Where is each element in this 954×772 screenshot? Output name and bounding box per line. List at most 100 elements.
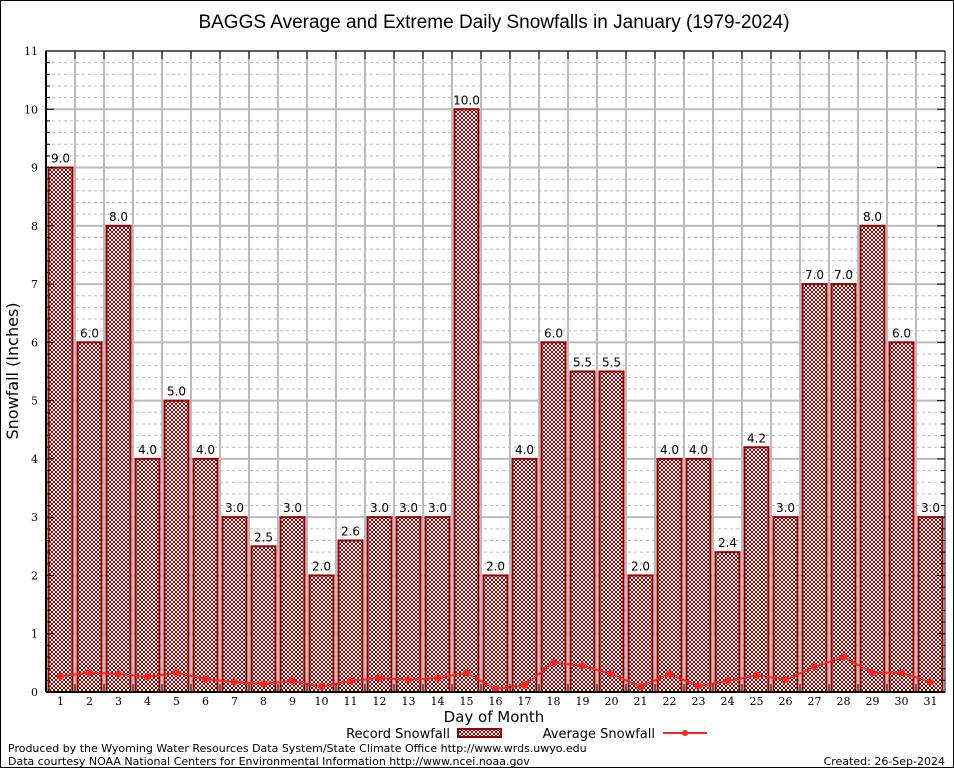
y-tick-label: 2 — [31, 569, 38, 582]
y-tick-label: 6 — [31, 336, 38, 349]
y-axis-label: Snowfall (Inches) — [3, 302, 22, 439]
x-tick-label: 9 — [289, 695, 296, 708]
y-tick-label: 9 — [31, 162, 38, 175]
bar-value-label: 6.0 — [544, 326, 563, 340]
x-tick-label: 5 — [173, 695, 180, 708]
record-bar — [163, 399, 190, 693]
x-tick-label: 20 — [605, 695, 619, 708]
footer-data-courtesy: Data courtesy NOAA National Centers for … — [8, 755, 530, 767]
x-tick-label: 8 — [260, 695, 267, 708]
bar-value-label: 3.0 — [399, 501, 418, 515]
bar-value-label: 9.0 — [51, 152, 70, 166]
x-axis-label: Day of Month — [444, 708, 545, 726]
x-tick-label: 22 — [663, 695, 677, 708]
x-tick-label: 15 — [460, 695, 474, 708]
record-bar — [76, 341, 103, 693]
bar-value-label: 4.2 — [747, 431, 766, 445]
bar-value-label: 5.0 — [167, 385, 186, 399]
average-point — [840, 653, 847, 661]
bar-value-label: 2.6 — [341, 524, 360, 538]
bar-value-label: 4.0 — [689, 443, 708, 457]
x-tick-label: 25 — [750, 695, 764, 708]
x-tick-label: 14 — [431, 695, 445, 708]
record-bar — [424, 516, 451, 693]
average-point — [695, 682, 702, 690]
record-bar — [801, 283, 828, 693]
average-point — [173, 669, 180, 677]
average-point — [608, 670, 615, 678]
record-bar — [540, 341, 567, 693]
record-bar — [395, 516, 422, 693]
y-tick-label: 4 — [31, 453, 38, 466]
x-tick-label: 6 — [202, 695, 209, 708]
record-bar — [134, 457, 161, 693]
bar-value-label: 3.0 — [776, 501, 795, 515]
x-tick-label: 29 — [866, 695, 880, 708]
record-bar — [830, 283, 857, 693]
bar-labels: 9.0 6.0 8.0 4.0 5.0 4.0 3.0 2.5 3.0 2.0 2.6 3.0 3.0 3… — [51, 93, 940, 573]
average-point — [260, 680, 267, 688]
y-tick-label: 1 — [31, 628, 38, 641]
bar-value-label: 7.0 — [834, 268, 853, 282]
record-bar — [859, 224, 886, 693]
legend-record-label: Record Snowfall — [346, 727, 450, 742]
bar-value-label: 5.5 — [602, 356, 621, 370]
average-point — [579, 662, 586, 670]
bar-value-label: 4.0 — [196, 443, 215, 457]
record-bar — [743, 446, 770, 693]
footer-produced-by: Produced by the Wyoming Water Resources … — [8, 742, 587, 755]
x-tick-label: 11 — [344, 695, 358, 708]
axes — [45, 50, 946, 693]
record-bar — [627, 574, 654, 693]
x-tick-label: 27 — [808, 695, 822, 708]
x-tick-label: 12 — [373, 695, 387, 708]
y-tick-label: 11 — [24, 45, 38, 58]
record-bar — [482, 574, 509, 693]
average-point — [782, 676, 789, 684]
x-tick-label: 18 — [547, 695, 561, 708]
y-tick-label: 7 — [31, 278, 38, 291]
x-tick-label: 13 — [402, 695, 416, 708]
average-point — [869, 669, 876, 677]
y-tick-label: 8 — [31, 220, 38, 233]
average-point — [318, 683, 325, 691]
bar-value-label: 3.0 — [370, 501, 389, 515]
record-bar — [192, 457, 219, 693]
record-bar — [511, 457, 538, 693]
average-point — [376, 674, 383, 682]
average-point — [637, 683, 644, 691]
bar-value-label: 7.0 — [805, 268, 824, 282]
average-point — [898, 669, 905, 677]
average-point — [753, 671, 760, 679]
record-bar — [888, 341, 915, 693]
bar-value-label: 6.0 — [892, 326, 911, 340]
bar-value-label: 3.0 — [921, 501, 940, 515]
footer-created: Created: 26-Sep-2024 — [824, 755, 945, 767]
record-bar — [279, 516, 306, 693]
y-tick-labels: 0 1 2 3 4 5 6 7 8 9 10 11 — [24, 45, 38, 699]
record-bar — [685, 457, 712, 693]
x-tick-label: 17 — [518, 695, 532, 708]
legend: Record Snowfall Average Snowfall — [346, 727, 707, 742]
bar-value-label: 8.0 — [863, 210, 882, 224]
average-point — [347, 677, 354, 685]
average-point — [289, 677, 296, 685]
bar-value-label: 5.5 — [573, 356, 592, 370]
average-point — [666, 670, 673, 678]
chart-title: BAGGS Average and Extreme Daily Snowfall… — [198, 12, 789, 33]
average-point — [57, 672, 64, 680]
average-point — [492, 685, 499, 693]
record-bar — [308, 574, 335, 693]
x-tick-label: 19 — [576, 695, 590, 708]
bar-value-label: 3.0 — [283, 501, 302, 515]
x-tick-label: 2 — [86, 695, 93, 708]
x-tick-label: 31 — [924, 695, 938, 708]
record-bar — [221, 516, 248, 693]
bar-value-label: 8.0 — [109, 210, 128, 224]
bar-value-label: 3.0 — [225, 501, 244, 515]
average-point — [811, 663, 818, 671]
average-point — [231, 678, 238, 686]
bar-value-label: 3.0 — [428, 501, 447, 515]
